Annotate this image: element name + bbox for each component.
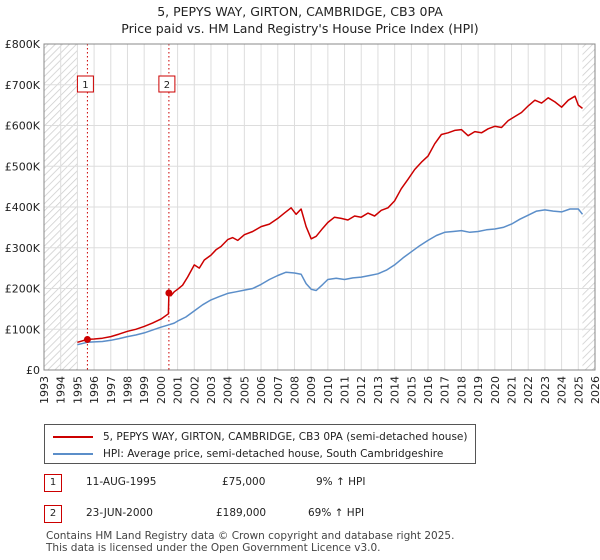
transaction-point-1 (83, 335, 91, 343)
series-line-property (77, 95, 583, 344)
legend-label-hpi: HPI: Average price, semi-detached house,… (103, 448, 444, 460)
x-tick-label: 2009 (305, 376, 318, 404)
x-tick-label: 2005 (238, 376, 251, 404)
y-tick-label: £600K (5, 120, 41, 133)
x-tick-label: 2026 (589, 376, 600, 404)
x-tick-label: 2021 (506, 376, 519, 404)
y-tick-label: £300K (5, 242, 41, 255)
y-tick-label: £0 (26, 364, 40, 377)
footer: Contains HM Land Registry data © Crown c… (46, 530, 454, 554)
annotation-label-2: 2 (164, 80, 170, 91)
y-tick-label: £800K (5, 38, 41, 51)
x-tick-label: 2012 (355, 376, 368, 404)
legend-item-hpi: HPI: Average price, semi-detached house,… (53, 446, 443, 462)
annotation-label-1: 1 (82, 80, 88, 91)
transaction-badge-2: 2 (44, 505, 62, 523)
x-tick-label: 2013 (372, 376, 385, 404)
y-tick-label: £400K (5, 201, 41, 214)
x-tick-label: 2016 (422, 376, 435, 404)
x-tick-label: 2015 (405, 376, 418, 404)
legend-swatch-property (53, 436, 93, 438)
footer-copyright: Contains HM Land Registry data © Crown c… (46, 530, 455, 542)
x-tick-label: 2014 (389, 376, 402, 404)
legend: 5, PEPYS WAY, GIRTON, CAMBRIDGE, CB3 0PA… (44, 424, 476, 464)
x-tick-label: 2011 (339, 376, 352, 404)
transaction-date-2: 23-JUN-2000 (86, 507, 153, 519)
y-tick-label: £200K (5, 283, 41, 296)
legend-swatch-hpi (53, 453, 93, 455)
x-tick-label: 1998 (121, 376, 134, 404)
x-tick-label: 1997 (105, 376, 118, 404)
x-tick-label: 2006 (255, 376, 268, 404)
x-tick-label: 2025 (572, 376, 585, 404)
x-tick-label: 1999 (138, 376, 151, 404)
x-tick-label: 2010 (322, 376, 335, 404)
price-chart: £0 £100K £200K £300K £400K £500K £600K £700K £80… (5, 38, 600, 404)
x-tick-label: 2022 (522, 376, 535, 404)
legend-label-property: 5, PEPYS WAY, GIRTON, CAMBRIDGE, CB3 0PA… (103, 431, 468, 443)
x-tick-label: 1994 (55, 376, 68, 404)
plot-border (43, 43, 596, 371)
transaction-hpi-1: 9% ↑ HPI (316, 476, 366, 488)
footer-licence: This data is licensed under the Open Gov… (46, 542, 381, 554)
x-tick-label: 1993 (38, 376, 51, 404)
legend-item-property: 5, PEPYS WAY, GIRTON, CAMBRIDGE, CB3 0PA… (53, 429, 467, 445)
x-tick-label: 2020 (489, 376, 502, 404)
x-tick-label: 2023 (539, 376, 552, 404)
transaction-price-2: £189,000 (216, 507, 267, 519)
x-tick-label: 2007 (272, 376, 285, 404)
series-line-hpi (77, 208, 584, 346)
transaction-hpi-2: 69% ↑ HPI (308, 507, 365, 519)
chart-title-line2: Price paid vs. HM Land Registry's House … (121, 21, 479, 36)
transaction-price-1: £75,000 (222, 476, 266, 488)
x-tick-label: 2001 (172, 376, 185, 404)
y-tick-label: £700K (5, 79, 41, 92)
x-tick-label: 2019 (472, 376, 485, 404)
x-tick-label: 2003 (205, 376, 218, 404)
transaction-point-2 (165, 289, 173, 297)
x-tick-label: 2004 (222, 376, 235, 404)
x-tick-label: 2017 (439, 376, 452, 404)
transaction-date-1: 11-AUG-1995 (86, 476, 157, 488)
x-tick-label: 1995 (71, 376, 84, 404)
x-tick-label: 2008 (288, 376, 301, 404)
chart-title-line1: 5, PEPYS WAY, GIRTON, CAMBRIDGE, CB3 0PA (157, 4, 443, 19)
transaction-badge-1: 1 (44, 474, 62, 492)
annotation-box-2 (158, 75, 176, 93)
x-tick-label: 1996 (88, 376, 101, 404)
y-tick-label: £500K (5, 160, 41, 173)
x-tick-label: 2000 (155, 376, 168, 404)
x-tick-label: 2024 (556, 376, 569, 404)
x-tick-label: 2002 (188, 376, 201, 404)
y-tick-label: £100K (5, 323, 41, 336)
x-tick-label: 2018 (455, 376, 468, 404)
annotation-box-1 (76, 75, 94, 93)
